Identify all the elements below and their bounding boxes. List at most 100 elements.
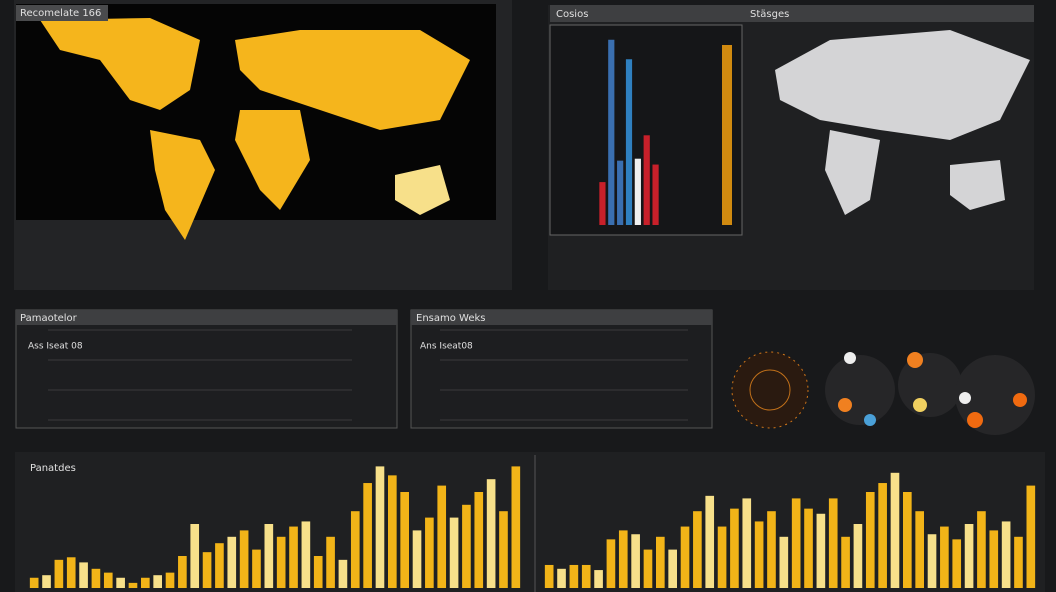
bar [91,568,101,588]
panel [410,309,713,429]
bar [412,530,422,588]
bar [128,582,138,588]
bar [474,492,484,588]
bar [289,526,298,588]
bar [634,158,641,225]
bar [816,513,826,588]
bar [631,534,640,588]
bar [1014,536,1023,588]
bar [779,536,789,588]
bar [693,511,702,588]
line1-title: Pamaotelor [20,313,78,324]
bar [1001,521,1011,588]
header-bar [411,310,712,325]
bar [717,526,727,588]
bar [190,524,200,588]
gray-map [775,30,1030,215]
bar [544,564,554,588]
bar [964,524,974,588]
bar [153,575,162,588]
bar [804,508,813,588]
chart-label: Ans Iseat08 [420,342,473,352]
bar [608,39,615,225]
bar [239,530,249,588]
bar [141,577,150,588]
bar [499,511,508,588]
bar [989,530,999,588]
bar [363,483,372,588]
bar [42,575,51,588]
bar [338,559,348,588]
bar [264,524,274,588]
bar [79,562,88,588]
bar [375,466,385,588]
bar [915,511,924,588]
bar [742,498,752,588]
bar [643,135,650,225]
bar [643,549,653,588]
bar [625,59,633,225]
panel [15,452,1045,592]
bar [215,543,224,588]
bar [617,160,624,225]
bar [462,504,471,588]
bar [557,568,566,588]
bar [449,517,459,588]
bar [767,511,776,588]
bar [202,552,212,588]
bar [425,517,434,588]
bar [656,536,665,588]
bar [569,564,579,588]
bar [1026,485,1036,588]
bar [400,492,409,588]
chart-label: Ass Iseat 08 [28,342,83,352]
world-map [40,18,470,240]
bar [599,182,606,225]
bar [927,534,937,588]
bar [511,466,521,588]
bar [276,536,286,588]
bar [350,511,360,588]
bar [313,556,323,588]
bar [618,530,628,588]
bar [301,521,311,588]
bar [103,572,113,588]
bar [705,495,715,588]
bar [594,570,603,588]
bar [730,508,739,588]
bar [388,475,397,588]
map2-title: Stäsges [750,9,789,20]
bar [326,536,335,588]
title-box [16,5,108,21]
bar [828,498,838,588]
bar [29,577,39,588]
bars-title: Cosios [556,9,588,20]
bar [865,492,875,588]
bar [581,564,591,588]
panel [15,309,398,429]
bar [178,556,187,588]
header-bar [550,5,1034,22]
bar [652,164,659,225]
bar [252,549,261,588]
bar [486,479,496,588]
bar [791,498,801,588]
header-bar [16,310,397,325]
bar [227,536,237,588]
bar [680,526,690,588]
bar [437,485,447,588]
side-stripe [722,45,732,225]
map-title: Recomelate 166 [20,8,101,19]
bar [606,539,616,588]
bottom-title: Panatdes [30,463,76,474]
bar [668,549,677,588]
bar [903,492,912,588]
bar [165,572,175,588]
bar [940,526,949,588]
bar [754,521,764,588]
bar [54,559,64,588]
bar [952,539,962,588]
bar [878,483,887,588]
bar [841,536,850,588]
